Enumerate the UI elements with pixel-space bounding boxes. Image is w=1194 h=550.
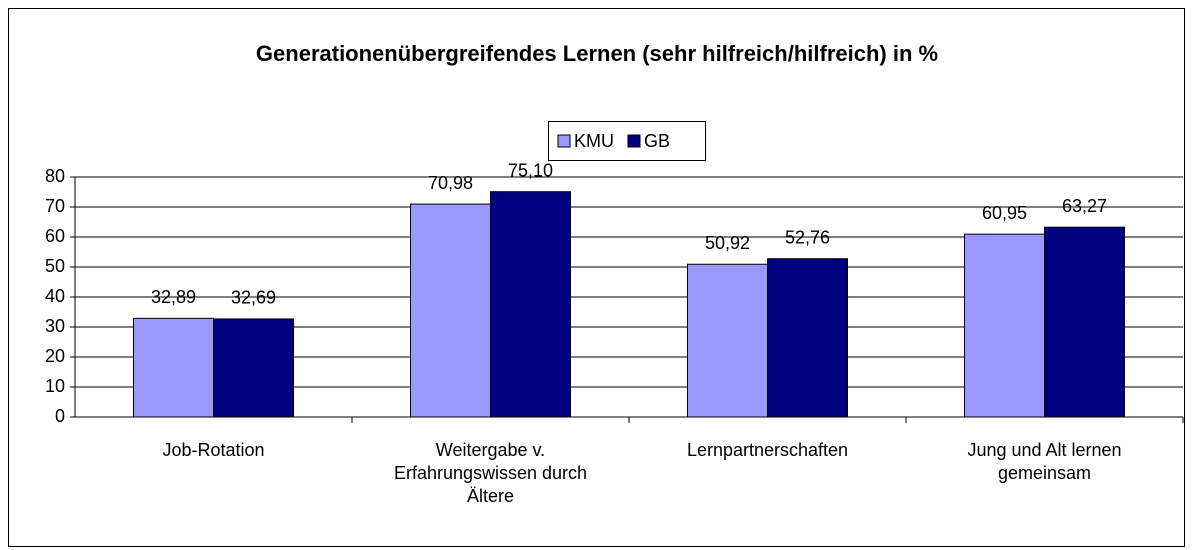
bar: [1044, 226, 1125, 418]
y-tick-label: 0: [55, 406, 65, 426]
bar: [964, 233, 1045, 418]
bar: [410, 203, 491, 418]
y-tick-label: 40: [45, 286, 65, 306]
y-tick-label: 80: [45, 166, 65, 186]
legend-swatch: [557, 134, 571, 148]
x-tick-label: Lernpartnerschaften: [686, 440, 849, 460]
value-label: 52,76: [785, 227, 830, 247]
legend-swatch: [627, 134, 641, 148]
x-tick-label: Weitergabe v. Erfahrungswissen durch Ält…: [393, 440, 588, 506]
bar: [767, 258, 848, 418]
value-label: 60,95: [982, 203, 1027, 223]
bar: [133, 317, 214, 418]
bar: [687, 263, 768, 418]
bar: [490, 191, 571, 418]
y-tick-label: 70: [45, 196, 65, 216]
y-tick-label: 20: [45, 346, 65, 366]
x-tick-label: Jung und Alt lernen gemeinsam: [967, 440, 1122, 483]
value-label: 32,69: [231, 288, 276, 308]
bar: [213, 318, 294, 418]
y-tick-label: 60: [45, 226, 65, 246]
legend-box: [548, 121, 706, 161]
chart-title: Generationenübergreifendes Lernen (sehr …: [256, 41, 938, 66]
y-tick-label: 10: [45, 376, 65, 396]
value-label: 63,27: [1062, 196, 1107, 216]
value-label: 75,10: [508, 160, 553, 180]
y-tick-label: 30: [45, 316, 65, 336]
legend-label: GB: [644, 131, 670, 151]
value-label: 32,89: [151, 287, 196, 307]
x-tick-label: Job-Rotation: [162, 440, 265, 460]
y-tick-label: 50: [45, 256, 65, 276]
legend-label: KMU: [574, 131, 614, 151]
value-label: 50,92: [705, 233, 750, 253]
value-label: 70,98: [428, 173, 473, 193]
